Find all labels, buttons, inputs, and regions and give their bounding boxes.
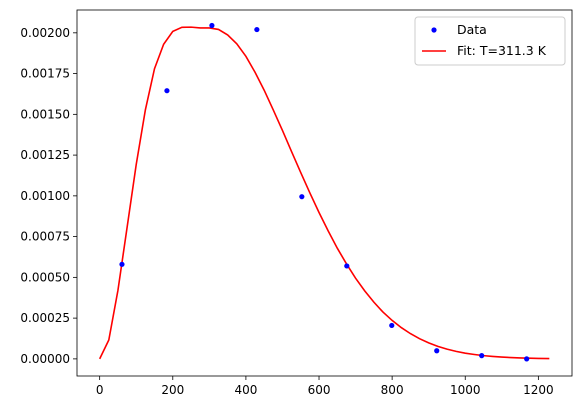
y-tick-label: 0.00200 (20, 26, 70, 40)
legend-box (414, 16, 566, 66)
x-axis-ticks: 0 200 400 600 800 1000 1200 (96, 376, 554, 397)
fit-curve-line (98, 26, 550, 360)
data-point (299, 194, 305, 200)
y-tick-label: 0.00075 (20, 230, 70, 244)
data-point (389, 322, 395, 329)
x-tick-label: 400 (234, 383, 257, 397)
data-point (434, 348, 440, 354)
y-axis-ticks: 0.00000 0.00025 0.00050 0.00075 0.00100 0.001… (20, 26, 77, 366)
y-tick-label: 0.00150 (20, 107, 70, 121)
legend-marker-data (431, 27, 437, 33)
legend-label-data: Data (457, 22, 487, 37)
data-point (254, 26, 260, 33)
data-point (119, 261, 125, 267)
axes-frame (76, 9, 573, 377)
data-point (164, 88, 170, 94)
y-tick-label: 0.00000 (20, 352, 70, 366)
data-point (479, 353, 485, 359)
y-tick-label: 0.00050 (20, 270, 70, 284)
x-tick-label: 600 (308, 383, 331, 397)
data-point (524, 356, 530, 362)
y-tick-label: 0.00125 (20, 148, 70, 162)
x-tick-label: 0 (96, 383, 104, 397)
plot-content (98, 22, 550, 362)
data-point (209, 22, 215, 29)
x-tick-label: 1200 (523, 383, 554, 397)
x-tick-label: 1000 (450, 383, 481, 397)
y-tick-label: 0.00100 (20, 189, 70, 203)
x-tick-label: 800 (381, 383, 404, 397)
y-tick-label: 0.00025 (20, 311, 70, 325)
y-tick-label: 0.00175 (20, 67, 70, 81)
legend: Data Fit: T=311.3 K (414, 16, 566, 66)
data-point (344, 263, 350, 269)
legend-label-fit: Fit: T=311.3 K (457, 43, 547, 58)
x-tick-label: 200 (161, 383, 184, 397)
